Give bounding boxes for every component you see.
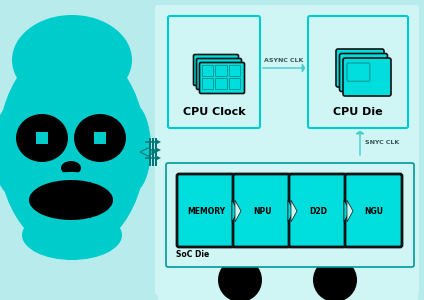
Bar	[202, 78, 213, 89]
Text: NPU: NPU	[253, 208, 271, 217]
Polygon shape	[344, 200, 350, 222]
Bar	[229, 65, 240, 76]
Ellipse shape	[23, 172, 119, 224]
FancyArrow shape	[145, 148, 161, 152]
FancyBboxPatch shape	[166, 163, 414, 267]
Text: SoC Die: SoC Die	[176, 250, 209, 259]
FancyBboxPatch shape	[177, 174, 234, 247]
Ellipse shape	[0, 43, 146, 253]
Text: CPU Clock: CPU Clock	[183, 107, 245, 117]
Ellipse shape	[0, 105, 31, 195]
Bar	[158, 265, 418, 300]
FancyBboxPatch shape	[340, 53, 388, 92]
FancyBboxPatch shape	[168, 16, 260, 128]
Bar	[229, 78, 240, 89]
Polygon shape	[288, 200, 294, 222]
Bar	[215, 65, 227, 76]
Text: MEMORY: MEMORY	[187, 208, 225, 217]
FancyBboxPatch shape	[308, 16, 408, 128]
FancyBboxPatch shape	[155, 5, 419, 295]
FancyBboxPatch shape	[345, 174, 402, 247]
FancyBboxPatch shape	[289, 174, 346, 247]
Bar	[215, 78, 227, 89]
Text: ASYNC CLK: ASYNC CLK	[264, 58, 304, 63]
Polygon shape	[235, 200, 241, 222]
Ellipse shape	[16, 114, 68, 162]
Ellipse shape	[12, 15, 132, 105]
FancyBboxPatch shape	[193, 55, 238, 86]
Ellipse shape	[61, 161, 81, 175]
Polygon shape	[347, 200, 353, 222]
Polygon shape	[291, 200, 297, 222]
Polygon shape	[140, 148, 156, 156]
Ellipse shape	[22, 210, 122, 260]
Circle shape	[218, 258, 262, 300]
FancyBboxPatch shape	[343, 58, 391, 96]
Bar	[202, 65, 213, 76]
Text: CPU Die: CPU Die	[333, 107, 383, 117]
Ellipse shape	[113, 103, 151, 193]
FancyBboxPatch shape	[196, 58, 242, 89]
Ellipse shape	[74, 114, 126, 162]
Text: SNYC CLK: SNYC CLK	[365, 140, 399, 146]
Bar	[155, 138, 156, 166]
Polygon shape	[232, 200, 238, 222]
Ellipse shape	[29, 180, 113, 220]
Text: D2D: D2D	[309, 208, 327, 217]
Bar	[152, 138, 153, 166]
FancyBboxPatch shape	[347, 63, 370, 81]
FancyBboxPatch shape	[200, 62, 245, 94]
FancyBboxPatch shape	[233, 174, 290, 247]
FancyBboxPatch shape	[336, 49, 384, 87]
Text: NGU: NGU	[365, 208, 383, 217]
FancyArrow shape	[145, 140, 161, 144]
Bar	[149, 138, 151, 166]
FancyArrow shape	[145, 156, 161, 160]
Circle shape	[313, 258, 357, 300]
